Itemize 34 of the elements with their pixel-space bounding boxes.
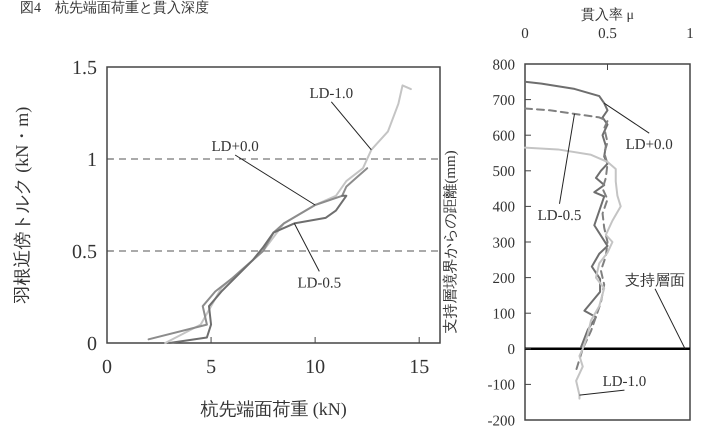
y-tick-label: 500 <box>492 164 515 180</box>
y-axis-title: 支持層境界からの距離(mm) <box>442 150 459 334</box>
annotation: LD-1.0 <box>309 86 354 102</box>
y-tick-label: -200 <box>488 413 515 430</box>
y-tick-label: 300 <box>492 235 515 252</box>
annotation: 支持層面 <box>625 272 686 289</box>
y-tick-label: 800 <box>492 57 515 74</box>
annotation: LD+0.0 <box>212 139 259 155</box>
y-tick-label: 100 <box>492 306 515 322</box>
x-tick-label: 15 <box>409 356 430 378</box>
annotation: LD+0.0 <box>626 137 673 154</box>
x-tick-label: 0 <box>521 26 529 42</box>
y-tick-label: 600 <box>492 128 515 144</box>
annotation: LD-0.5 <box>538 208 582 224</box>
y-tick-label: -100 <box>488 378 515 394</box>
y-tick-label: 400 <box>492 200 515 216</box>
annotation: LD-0.5 <box>297 275 342 292</box>
y-tick-label: 0.5 <box>72 241 97 263</box>
x-tick-label: 0 <box>102 356 112 378</box>
annotation: LD-1.0 <box>602 374 646 390</box>
y-tick-label: 0 <box>508 342 515 358</box>
x-tick-label: 0.5 <box>598 26 617 42</box>
y-tick-label: 200 <box>492 270 515 287</box>
x-axis-title: 杭先端面荷重 (kN) <box>199 399 347 419</box>
chart-title: 図4 杭先端面荷重と貫入深度 <box>20 0 209 16</box>
x-tick-label: 10 <box>305 356 326 378</box>
y-tick-label: 700 <box>492 92 515 109</box>
y-tick-label: 0 <box>87 333 97 355</box>
x-tick-label: 5 <box>206 356 216 378</box>
y-tick-label: 1.5 <box>72 57 97 79</box>
x-tick-label: 1 <box>686 26 694 42</box>
y-axis-title: 羽根近傍トルク (kN・m) <box>12 106 32 304</box>
x-axis-title: 貫入率 μ <box>580 7 634 23</box>
y-tick-label: 1 <box>87 149 97 171</box>
